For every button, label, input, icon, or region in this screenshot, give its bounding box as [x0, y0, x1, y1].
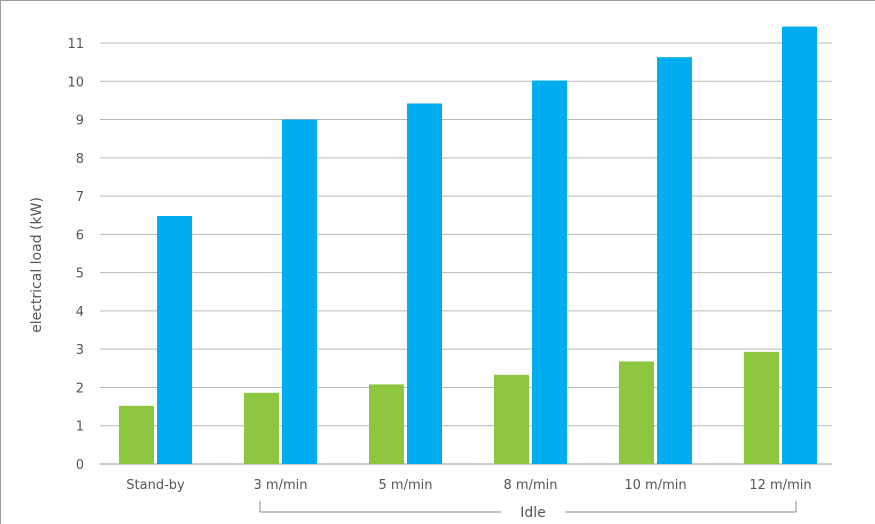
x-tick-label: 12 m/min	[749, 478, 811, 493]
bars	[119, 26, 817, 465]
bar-series-0-2	[369, 384, 404, 464]
y-tick-label: 8	[76, 152, 84, 167]
gridlines	[100, 42, 832, 465]
y-tick-label: 3	[76, 343, 84, 358]
x-tick-label: 10 m/min	[624, 478, 686, 493]
x-axis-ticks: Stand-by 3 m/min 5 m/min 8 m/min 10 m/min 12 …	[126, 478, 811, 493]
bar-series-0-0	[119, 405, 154, 464]
idle-group-label: Idle	[520, 505, 546, 521]
bar-series-0-4	[619, 361, 654, 464]
y-tick-label: 6	[76, 228, 84, 243]
bar-series-1-3	[532, 80, 567, 465]
bar-series-1-4	[657, 57, 692, 464]
bracket-right	[565, 501, 797, 513]
y-tick-label: 7	[76, 190, 84, 205]
y-tick-label: 10	[67, 75, 84, 90]
x-tick-label: 8 m/min	[504, 478, 558, 493]
idle-group-bracket: Idle	[259, 501, 797, 521]
y-tick-label: 11	[67, 37, 84, 52]
y-tick-label: 0	[76, 458, 84, 473]
bracket-left	[259, 501, 501, 513]
bar-series-1-1	[282, 119, 317, 464]
bar-series-0-1	[244, 392, 279, 464]
x-tick-label: 3 m/min	[254, 478, 308, 493]
y-tick-label: 2	[76, 381, 84, 396]
x-tick-label: Stand-by	[126, 478, 185, 493]
y-tick-label: 1	[76, 420, 84, 435]
bar-series-0-5	[744, 351, 779, 464]
y-tick-label: 4	[76, 305, 84, 320]
x-tick-label: 5 m/min	[379, 478, 433, 493]
y-axis-title: electrical load (kW)	[29, 197, 45, 333]
y-tick-label: 9	[76, 114, 84, 129]
bar-series-1-2	[407, 103, 442, 464]
bar-series-1-0	[157, 215, 192, 464]
bar-series-1-5	[782, 26, 817, 465]
y-axis-ticks: 0 1 2 3 4 5 6 7 8 9 10 11	[67, 37, 84, 473]
bar-series-0-3	[494, 374, 529, 464]
y-tick-label: 5	[76, 267, 84, 282]
